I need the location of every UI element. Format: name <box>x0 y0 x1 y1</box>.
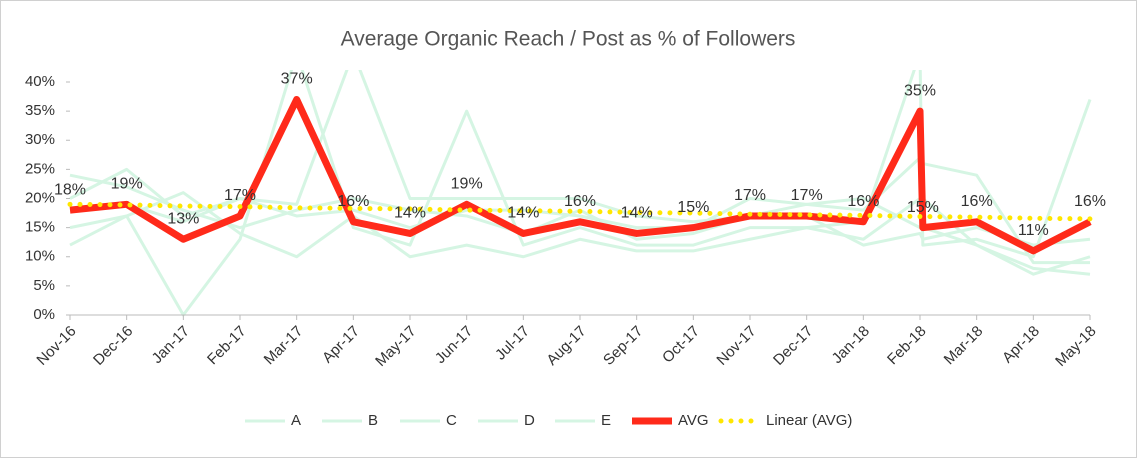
data-label: 16% <box>961 193 993 210</box>
y-tick-label: 5% <box>33 277 55 294</box>
y-tick-label: 35% <box>25 102 55 119</box>
y-tick-label: 40% <box>25 73 55 90</box>
data-label: 11% <box>1018 222 1049 239</box>
data-label: 18% <box>54 181 86 198</box>
legend-label: AVG <box>678 412 709 429</box>
series-line <box>69 95 1092 255</box>
data-label: 37% <box>281 71 313 88</box>
y-tick-label: 30% <box>25 131 55 148</box>
legend-label: B <box>368 412 378 429</box>
data-label: 13% <box>167 210 199 227</box>
chart-title: Average Organic Reach / Post as % of Fol… <box>341 28 796 51</box>
data-label: 14% <box>621 205 653 222</box>
data-label: 19% <box>451 176 483 193</box>
y-tick-label: 25% <box>25 160 55 177</box>
data-label: 16% <box>847 193 879 210</box>
data-label: 35% <box>904 82 936 99</box>
legend-label: A <box>291 412 301 429</box>
y-tick-label: 0% <box>33 306 55 323</box>
data-label: 17% <box>791 187 823 204</box>
data-label: 17% <box>734 187 766 204</box>
legend-label: E <box>601 412 611 429</box>
legend-label: C <box>446 412 457 429</box>
data-label: 14% <box>394 205 426 222</box>
y-tick-label: 10% <box>25 248 55 265</box>
data-label: 16% <box>337 193 369 210</box>
legend-label: Linear (AVG) <box>766 412 852 429</box>
data-label: 19% <box>111 176 143 193</box>
y-tick-label: 20% <box>25 189 55 206</box>
data-label: 17% <box>224 187 256 204</box>
series-line <box>67 201 1093 222</box>
data-label: 16% <box>1074 193 1106 210</box>
legend-label: D <box>524 412 535 429</box>
data-label: 14% <box>507 205 539 222</box>
data-label: 15% <box>677 199 709 216</box>
y-tick-label: 15% <box>25 219 55 236</box>
data-label: 15% <box>907 199 939 216</box>
data-label: 16% <box>564 193 596 210</box>
plot-area <box>67 70 1093 317</box>
